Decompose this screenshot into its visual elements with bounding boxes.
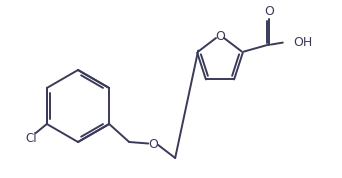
Text: OH: OH bbox=[293, 36, 312, 49]
Text: O: O bbox=[264, 5, 274, 18]
Text: Cl: Cl bbox=[25, 132, 37, 145]
Text: O: O bbox=[215, 30, 225, 43]
Text: O: O bbox=[148, 137, 158, 151]
